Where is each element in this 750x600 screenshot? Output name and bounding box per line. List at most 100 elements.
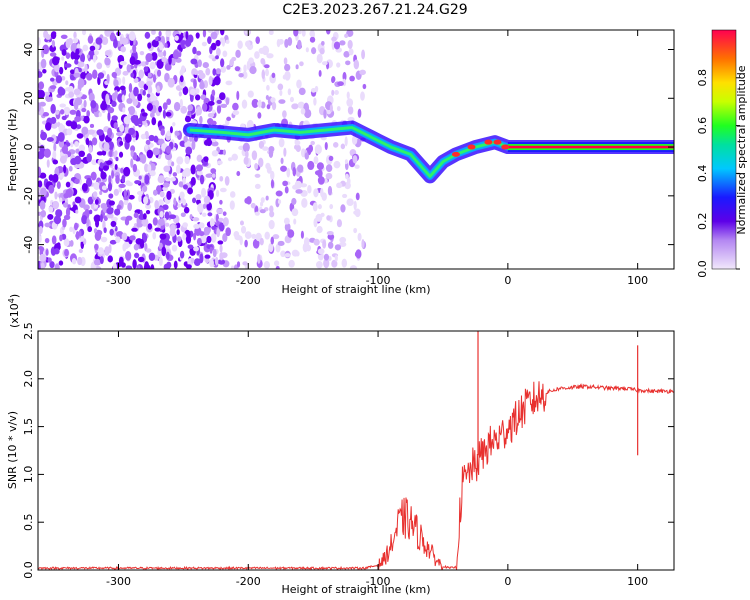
heatmap-cell xyxy=(102,165,109,171)
heatmap-cell xyxy=(88,144,93,153)
heatmap-cell xyxy=(74,178,80,185)
heatmap-cell xyxy=(49,261,55,269)
heatmap-cell xyxy=(183,206,190,214)
heatmap-cell xyxy=(38,37,41,46)
heatmap-cell xyxy=(212,248,217,258)
heatmap-cell xyxy=(86,110,90,118)
heatmap-cell xyxy=(38,81,45,90)
heatmap-cell xyxy=(236,261,241,268)
heatmap-cell xyxy=(93,258,102,266)
heatmap-cell xyxy=(317,204,322,210)
colorbar: 0.0 0.2 0.4 0.6 0.8 Normalized spectral ampl… xyxy=(696,29,748,278)
heatmap-cell xyxy=(321,40,325,46)
heatmap-cell xyxy=(197,203,204,213)
top-y-tick-label-3: 20 xyxy=(22,91,35,105)
heatmap-cell xyxy=(53,248,60,255)
heatmap-cell xyxy=(148,252,156,262)
heatmap-cell xyxy=(323,258,330,269)
heatmap-cell xyxy=(195,32,200,39)
heatmap-cell xyxy=(277,83,284,91)
heatmap-cell xyxy=(361,238,365,249)
heatmap-cell xyxy=(334,244,342,251)
heatmap-cell xyxy=(147,223,153,230)
heatmap-cell xyxy=(87,196,94,205)
heatmap-cell xyxy=(325,164,333,172)
heatmap-cell xyxy=(153,135,159,143)
heatmap-cell xyxy=(225,80,233,86)
heatmap-cell xyxy=(104,246,110,256)
heatmap-cell xyxy=(207,30,214,34)
heatmap-cell xyxy=(63,238,70,247)
heatmap-cell xyxy=(182,86,189,96)
heatmap-cell xyxy=(242,142,250,153)
heatmap-cell xyxy=(205,258,210,264)
heatmap-cell xyxy=(215,39,221,47)
heatmap-cell xyxy=(242,71,248,79)
heatmap-cell xyxy=(39,172,47,179)
heatmap-cell xyxy=(59,234,63,242)
heatmap-cell xyxy=(317,176,325,185)
heatmap-cell xyxy=(112,38,118,49)
heatmap-cell xyxy=(45,35,51,40)
heatmap-cell xyxy=(141,112,148,117)
heatmap-cell xyxy=(280,165,287,172)
heatmap-cell xyxy=(161,56,168,63)
heatmap-cell xyxy=(172,172,178,177)
heatmap-cell xyxy=(49,52,57,57)
heatmap-cell xyxy=(293,30,299,37)
heatmap-cell xyxy=(326,231,334,236)
heatmap-cell xyxy=(295,189,303,194)
heatmap-cell xyxy=(193,246,199,252)
heatmap-cell xyxy=(198,231,205,237)
heatmap-cell xyxy=(294,180,302,189)
heatmap-cell xyxy=(264,231,270,240)
heatmap-cell xyxy=(260,57,265,65)
heatmap-cell xyxy=(38,90,45,99)
heatmap-cell xyxy=(258,99,262,108)
heatmap-cell xyxy=(187,244,194,250)
heatmap-cell xyxy=(107,255,113,263)
heatmap-cell xyxy=(185,146,193,155)
heatmap-cell xyxy=(249,66,257,75)
heatmap-cell xyxy=(152,217,158,226)
heatmap-cell xyxy=(291,197,297,205)
heatmap-cell xyxy=(152,189,158,196)
heatmap-cell xyxy=(93,203,99,209)
heatmap-cell xyxy=(121,94,126,102)
heatmap-cell xyxy=(216,208,223,214)
heatmap-cell xyxy=(55,75,63,84)
heatmap-cell xyxy=(151,39,159,48)
heatmap-cell xyxy=(305,47,309,53)
heatmap-cell xyxy=(311,47,317,55)
heatmap-cell xyxy=(96,151,104,156)
heatmap-cell xyxy=(313,188,319,198)
heatmap-cell xyxy=(341,258,348,268)
heatmap-cell xyxy=(65,181,71,188)
heatmap-cell xyxy=(316,225,323,234)
heatmap-cell xyxy=(277,199,282,204)
heatmap-cell xyxy=(133,212,139,219)
heatmap-cell xyxy=(307,184,312,194)
heatmap-cell xyxy=(151,117,157,126)
heatmap-cell xyxy=(347,106,354,115)
heatmap-cell xyxy=(48,96,53,102)
heatmap-cell xyxy=(189,94,194,103)
heatmap-cell xyxy=(344,159,348,164)
figure-title: C2E3.2023.267.21.24.G29 xyxy=(282,2,468,18)
heatmap-cell xyxy=(44,237,50,244)
heatmap-cell xyxy=(360,91,365,101)
heatmap-cell xyxy=(39,101,46,107)
heatmap-cell xyxy=(42,44,50,55)
heatmap-cell xyxy=(189,88,196,96)
heatmap-cell xyxy=(244,239,248,248)
heatmap-cell xyxy=(40,187,47,197)
heatmap-cell xyxy=(105,93,110,104)
heatmap-cell xyxy=(344,136,348,147)
heatmap-cell xyxy=(78,248,83,254)
heatmap-cell xyxy=(227,157,233,162)
heatmap-cell xyxy=(123,166,131,177)
heatmap-cell xyxy=(328,155,334,162)
heatmap-cell xyxy=(81,214,88,225)
heatmap-cell xyxy=(78,150,86,158)
